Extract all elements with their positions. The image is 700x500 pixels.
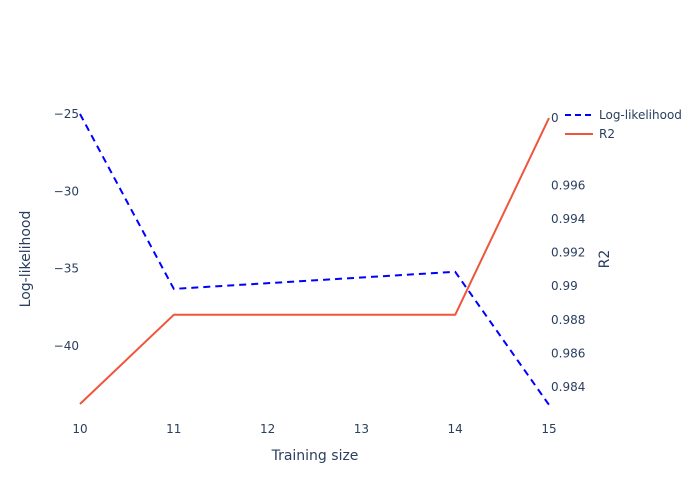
x-tick-label: 11	[166, 422, 181, 436]
y-right-axis-ticks: 0 0.996 0.994 0.992 0.99 0.988 0.986 0.984	[551, 111, 585, 394]
y-left-axis-ticks: −25 −30 −35 −40	[54, 107, 79, 353]
x-axis-title: Training size	[271, 448, 359, 464]
x-axis-ticks: 10 11 12 13 14 15	[72, 422, 556, 436]
x-tick-label: 13	[354, 422, 369, 436]
plot-area	[79, 113, 550, 406]
series-line-log-likelihood[interactable]	[79, 113, 550, 406]
series-line-r2[interactable]	[79, 117, 550, 405]
y-right-tick-label: 0.986	[551, 347, 585, 361]
x-tick-label: 14	[448, 422, 463, 436]
y-right-tick-label: 0.992	[551, 246, 585, 260]
y-right-tick-label: 0.988	[551, 313, 585, 327]
y-left-tick-label: −40	[54, 339, 79, 353]
y-left-tick-label: −35	[54, 262, 79, 276]
x-tick-label: 10	[72, 422, 87, 436]
y-left-axis-title: Log-likelihood	[18, 211, 34, 308]
y-right-tick-label: 0.984	[551, 380, 585, 394]
y-right-tick-label: 0.996	[551, 178, 585, 192]
y-right-axis-title: R2	[597, 250, 613, 269]
legend-label-log-likelihood: Log-likelihood	[599, 108, 682, 122]
y-left-tick-label: −30	[54, 184, 79, 198]
legend-label-r2: R2	[599, 127, 615, 141]
y-right-tick-label: 0	[551, 111, 559, 125]
x-tick-label: 12	[260, 422, 275, 436]
y-right-tick-label: 0.994	[551, 212, 585, 226]
y-right-tick-label: 0.99	[551, 279, 578, 293]
legend-item-log-likelihood[interactable]: Log-likelihood	[565, 108, 682, 122]
legend[interactable]: Log-likelihood R2	[565, 108, 682, 141]
legend-item-r2[interactable]: R2	[565, 127, 615, 141]
x-tick-label: 15	[541, 422, 556, 436]
y-left-tick-label: −25	[54, 107, 79, 121]
